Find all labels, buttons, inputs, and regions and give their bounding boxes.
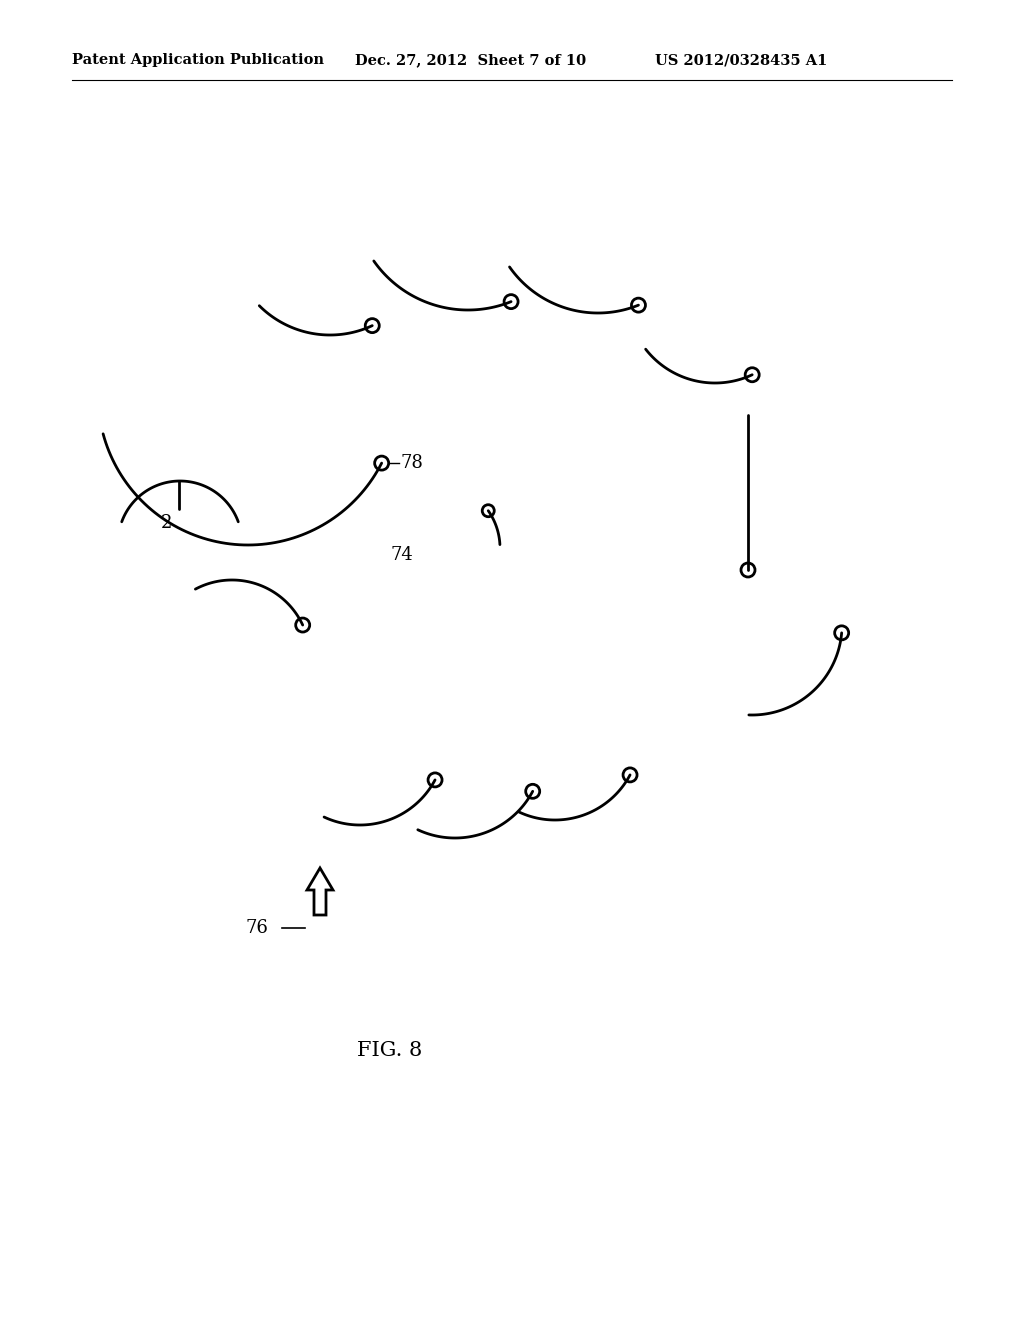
Text: 78: 78 bbox=[400, 454, 424, 473]
Text: 74: 74 bbox=[390, 546, 413, 564]
Text: Patent Application Publication: Patent Application Publication bbox=[72, 53, 324, 67]
Text: 2: 2 bbox=[161, 513, 172, 532]
Text: FIG. 8: FIG. 8 bbox=[357, 1040, 423, 1060]
Text: US 2012/0328435 A1: US 2012/0328435 A1 bbox=[655, 53, 827, 67]
Text: Dec. 27, 2012  Sheet 7 of 10: Dec. 27, 2012 Sheet 7 of 10 bbox=[355, 53, 586, 67]
Text: 76: 76 bbox=[245, 919, 268, 937]
